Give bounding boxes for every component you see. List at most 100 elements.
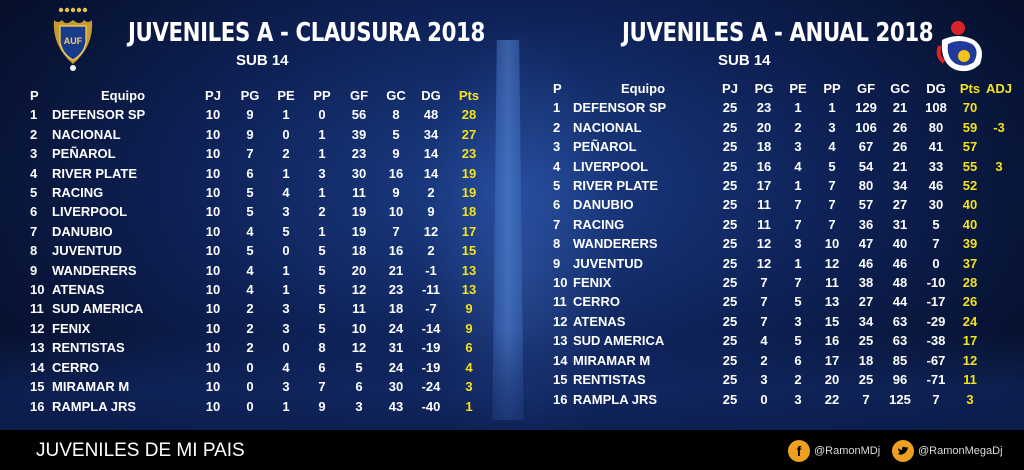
cell-p: 6 — [30, 204, 38, 220]
cell-dg: -71 — [926, 372, 946, 388]
cell-pe: 1 — [282, 107, 290, 123]
cell-pp: 16 — [824, 333, 840, 349]
cell-p: 3 — [553, 139, 561, 155]
table-row: 15 MIRAMAR M 10 0 3 7 6 30 -24 3 — [30, 377, 490, 396]
header-pts: Pts — [959, 81, 981, 96]
cell-gc: 31 — [388, 340, 404, 356]
cell-dg: 7 — [932, 391, 940, 407]
cell-pe: 3 — [282, 320, 290, 336]
table-row: 15 RENTISTAS 25 3 2 20 25 96 -71 11 — [553, 370, 1013, 389]
cell-dg: -7 — [425, 301, 437, 317]
cell-gc: 23 — [388, 282, 404, 298]
cell-pj: 25 — [722, 216, 738, 232]
table-row: 4 RIVER PLATE 10 6 1 3 30 16 14 19 — [30, 164, 490, 183]
cell-gf: 10 — [351, 320, 367, 336]
cell-p: 11 — [30, 301, 44, 317]
cell-pj: 25 — [722, 313, 738, 329]
cell-pe: 7 — [794, 216, 802, 232]
cell-pts: 40 — [962, 216, 978, 232]
cell-p: 13 — [30, 340, 45, 356]
cell-pg: 3 — [760, 372, 768, 388]
cell-gf: 39 — [351, 126, 367, 142]
cell-gc: 26 — [892, 119, 908, 135]
cell-pg: 12 — [756, 255, 772, 271]
cell-pg: 5 — [246, 243, 254, 259]
cell-pj: 10 — [205, 340, 221, 356]
cell-pe: 1 — [282, 282, 290, 298]
cell-pg: 0 — [246, 398, 254, 414]
cell-adj — [985, 390, 1013, 409]
cell-pe: 3 — [282, 301, 290, 317]
cell-gc: 24 — [388, 359, 404, 375]
header-pg: PG — [754, 81, 774, 96]
cell-gf: 7 — [862, 391, 870, 407]
cell-pts: 28 — [962, 275, 978, 291]
cell-p: 9 — [30, 262, 38, 278]
cell-pp: 9 — [318, 398, 326, 414]
cell-p: 1 — [553, 100, 561, 116]
cell-pp: 10 — [824, 236, 840, 252]
cell-equipo: NACIONAL — [52, 126, 121, 142]
cell-pg: 16 — [756, 158, 772, 174]
cell-dg: -24 — [421, 379, 441, 395]
cell-equipo: JUVENTUD — [573, 255, 644, 271]
cell-p: 16 — [30, 398, 45, 414]
cell-gf: 19 — [351, 204, 367, 220]
cell-pe: 1 — [794, 178, 802, 194]
cell-pts: 19 — [461, 185, 477, 201]
cell-pp: 22 — [824, 391, 840, 407]
cell-pj: 10 — [205, 126, 221, 142]
table-row: 11 CERRO 25 7 5 13 27 44 -17 26 — [553, 292, 1013, 311]
cell-equipo: DEFENSOR SP — [52, 107, 146, 123]
twitter-handle[interactable]: @RamonMegaDj — [892, 440, 1003, 462]
cell-p: 14 — [30, 359, 45, 375]
cell-pp: 1 — [828, 100, 836, 116]
cell-pp: 11 — [825, 275, 839, 291]
cell-pj: 10 — [205, 243, 221, 259]
cell-pp: 5 — [318, 301, 326, 317]
cell-pj: 25 — [722, 352, 738, 368]
table-row: 9 WANDERERS 10 4 1 5 20 21 -1 13 — [30, 261, 490, 280]
cell-dg: -38 — [926, 333, 946, 349]
cell-gf: 36 — [858, 216, 874, 232]
cell-pe: 2 — [794, 372, 802, 388]
cell-pts: 11 — [963, 372, 977, 388]
right-subtitle: SUB 14 — [718, 52, 771, 69]
cell-equipo: CERRO — [573, 294, 620, 310]
cell-dg: -1 — [425, 262, 437, 278]
cell-gf: 11 — [352, 185, 366, 201]
cell-equipo: RAMPLA JRS — [573, 391, 658, 407]
facebook-handle[interactable]: f @RamonMDj — [788, 440, 880, 462]
cell-dg: -14 — [421, 320, 441, 336]
cell-pts: 40 — [962, 197, 978, 213]
header-equipo: Equipo — [100, 88, 146, 103]
table-row: 8 WANDERERS 25 12 3 10 47 40 7 39 — [553, 234, 1013, 253]
cell-pe: 0 — [282, 243, 290, 259]
cell-pj: 25 — [722, 275, 738, 291]
cell-equipo: ATENAS — [52, 282, 105, 298]
cell-gf: 12 — [351, 282, 367, 298]
cell-equipo: RENTISTAS — [573, 372, 646, 388]
cell-pe: 2 — [794, 119, 802, 135]
cell-gc: 5 — [392, 126, 400, 142]
cell-pe: 0 — [282, 126, 290, 142]
table-row: 4 LIVERPOOL 25 16 4 5 54 21 33 55 3 — [553, 157, 1013, 176]
cell-p: 12 — [30, 320, 45, 336]
cell-gc: 40 — [892, 236, 908, 252]
cell-pts: 9 — [465, 320, 473, 336]
cell-adj — [985, 254, 1013, 273]
cell-pg: 2 — [760, 352, 768, 368]
cell-equipo: MIRAMAR M — [52, 379, 130, 395]
cell-pj: 10 — [205, 204, 221, 220]
cell-gc: 7 — [392, 223, 400, 239]
cell-p: 13 — [553, 333, 568, 349]
cell-pg: 0 — [246, 379, 254, 395]
cell-p: 2 — [30, 126, 38, 142]
cell-gc: 63 — [892, 333, 908, 349]
cell-pg: 7 — [246, 146, 254, 162]
cell-pts: 13 — [461, 282, 477, 298]
cell-adj — [985, 331, 1013, 350]
cell-pp: 1 — [318, 146, 326, 162]
table-row: 14 MIRAMAR M 25 2 6 17 18 85 -67 12 — [553, 351, 1013, 370]
cell-gc: 31 — [892, 216, 908, 232]
